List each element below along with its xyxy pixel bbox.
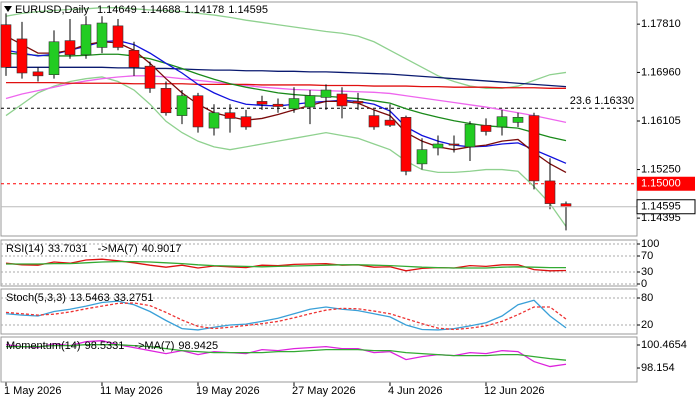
chart-title: EURUSD,Daily: [15, 4, 89, 16]
candle-body: [288, 98, 300, 110]
symbol-icon: [4, 6, 12, 12]
candle-body: [432, 143, 444, 149]
candle-body: [464, 123, 476, 148]
indicator-value: 33.2751: [114, 292, 154, 304]
level-box: [637, 176, 695, 191]
y-tick-label: 100.4654: [641, 339, 687, 351]
price-label: 1.14595: [641, 201, 681, 213]
y-tick-label: 70: [641, 250, 653, 262]
indicator-line: [6, 66, 567, 88]
indicator-value: 33.7031: [48, 243, 88, 255]
indicator-value: 98.9425: [178, 340, 218, 352]
candle-body: [416, 149, 428, 165]
panel-frame: [0, 1, 638, 237]
candle-body: [272, 103, 284, 107]
candle-body: [528, 115, 540, 182]
y-tick-label: 20: [641, 319, 653, 331]
indicator-value: 98.5331: [85, 340, 125, 352]
indicator-line: [5, 76, 567, 227]
level-label: 23.6 1.16330: [570, 95, 634, 107]
indicator-name: RSI(14): [6, 243, 44, 255]
candle-body: [304, 95, 316, 108]
price-box: [636, 199, 696, 215]
candle-body: [96, 22, 108, 48]
candle-body: [240, 116, 252, 128]
candle-body: [480, 124, 492, 132]
indicator-header: Stoch(5,3,3) 13.5463 33.2751: [6, 292, 153, 304]
candle-body: [352, 101, 364, 104]
x-tick-label: 27 May 2026: [292, 385, 356, 397]
candle-body: [128, 49, 140, 68]
candle-body: [512, 116, 524, 123]
candle-body: [112, 25, 124, 48]
candle-body: [48, 41, 60, 75]
candle-body: [144, 65, 156, 89]
x-tick-label: 4 Jun 2026: [388, 385, 442, 397]
candle-body: [320, 89, 332, 98]
y-tick-label: 0: [641, 278, 647, 290]
indicator-line: [5, 7, 567, 89]
ohlc-value: 1.14178: [185, 4, 225, 16]
x-tick-label: 19 May 2026: [196, 385, 260, 397]
panel-frame: [0, 288, 638, 335]
ohlc-value: 1.14595: [228, 4, 268, 16]
indicator-line: [5, 299, 567, 331]
candle-body: [224, 112, 236, 119]
candle-body: [336, 93, 348, 107]
x-tick-label: 1 May 2026: [4, 385, 61, 397]
candle-body: [192, 95, 204, 128]
candle-body: [368, 115, 380, 128]
y-tick-label: 98.154: [641, 362, 675, 374]
candle-body: [496, 116, 508, 128]
indicator-line: [6, 344, 567, 361]
y-tick-label: 1.15250: [641, 163, 681, 175]
indicator-name: ->MA(7): [98, 243, 138, 255]
candle-body: [0, 24, 12, 68]
x-tick-label: 12 Jun 2026: [484, 385, 545, 397]
indicator-line: [5, 35, 567, 173]
candle-body: [400, 116, 412, 172]
ohlc-value: 1.14649: [97, 4, 137, 16]
x-tick-label: 11 May 2026: [100, 385, 163, 397]
y-tick-label: 1.16960: [641, 66, 681, 78]
candle-body: [256, 101, 268, 105]
level-label: 1.15000: [641, 178, 681, 190]
ohlc-value: 1.14688: [141, 4, 181, 16]
y-tick-label: 100: [641, 238, 659, 250]
candle-body: [448, 143, 460, 146]
indicator-name: Momentum(14): [6, 340, 81, 352]
y-tick-label: 30: [641, 266, 653, 278]
candle-body: [384, 119, 396, 126]
y-tick-label: 80: [641, 292, 653, 304]
indicator-value: 13.5463: [70, 292, 110, 304]
indicator-line: [5, 258, 567, 272]
indicator-line: [6, 82, 566, 89]
candle-body: [32, 71, 44, 77]
y-tick-label: 1.14395: [641, 212, 681, 224]
y-tick-label: 1.16105: [641, 115, 681, 127]
indicator-name: ->MA(7): [134, 340, 174, 352]
panel-frame: [0, 239, 638, 287]
panel-frame: [0, 336, 638, 383]
chart-header: EURUSD,Daily 1.14649 1.14688 1.14178 1.14595: [15, 4, 268, 16]
y-tick-label: 1.17810: [641, 18, 681, 30]
candle-body: [16, 38, 28, 74]
indicator-value: 40.9017: [142, 243, 182, 255]
indicator-line: [5, 75, 567, 124]
candle-body: [80, 24, 92, 56]
indicator-header: Momentum(14) 98.5331 ->MA(7) 98.9425: [6, 340, 218, 352]
candle-body: [176, 95, 188, 116]
candle-body: [160, 88, 172, 114]
indicator-name: Stoch(5,3,3): [6, 292, 66, 304]
indicator-header: RSI(14) 33.7031 ->MA(7) 40.9017: [6, 243, 181, 255]
candle-body: [208, 112, 220, 129]
indicator-line: [6, 260, 567, 269]
candle-body: [64, 40, 76, 56]
indicator-line: [5, 302, 567, 331]
indicator-line: [5, 340, 567, 368]
candle-body: [544, 180, 556, 204]
